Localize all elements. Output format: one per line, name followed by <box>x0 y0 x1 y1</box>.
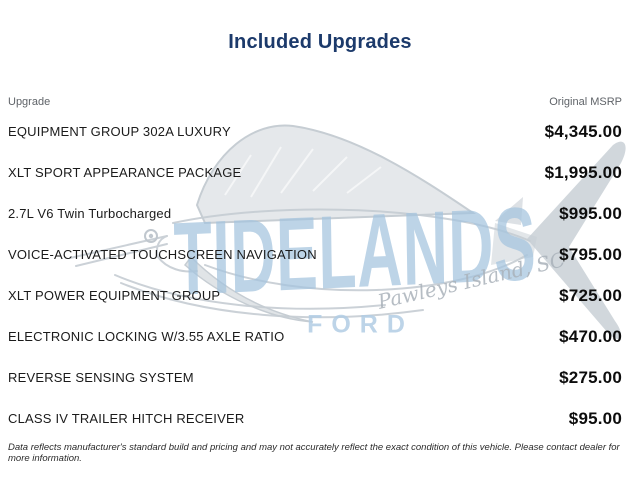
table-row: EQUIPMENT GROUP 302A LUXURY $4,345.00 <box>8 111 622 152</box>
upgrade-name: VOICE-ACTIVATED TOUCHSCREEN NAVIGATION <box>8 247 317 262</box>
column-header-original-msrp: Original MSRP <box>549 96 622 108</box>
upgrade-price: $470.00 <box>559 326 622 346</box>
upgrade-price: $795.00 <box>559 244 622 264</box>
upgrade-name: 2.7L V6 Twin Turbocharged <box>8 206 172 221</box>
table-row: VOICE-ACTIVATED TOUCHSCREEN NAVIGATION $… <box>8 234 622 275</box>
upgrade-name: XLT SPORT APPEARANCE PACKAGE <box>8 165 242 180</box>
table-row: ELECTRONIC LOCKING W/3.55 AXLE RATIO $47… <box>8 316 622 357</box>
table-header-row: Upgrade Original MSRP <box>8 96 622 108</box>
upgrade-name: XLT POWER EQUIPMENT GROUP <box>8 288 221 303</box>
table-row: REVERSE SENSING SYSTEM $275.00 <box>8 357 622 398</box>
upgrade-price: $4,345.00 <box>544 121 622 141</box>
page-title: Included Upgrades <box>228 31 412 53</box>
upgrade-name: ELECTRONIC LOCKING W/3.55 AXLE RATIO <box>8 329 285 344</box>
upgrade-name: EQUIPMENT GROUP 302A LUXURY <box>8 124 231 139</box>
upgrade-price: $725.00 <box>559 285 622 305</box>
table-row: XLT POWER EQUIPMENT GROUP $725.00 <box>8 275 622 316</box>
upgrade-price: $275.00 <box>559 367 622 387</box>
upgrade-name: CLASS IV TRAILER HITCH RECEIVER <box>8 411 245 426</box>
upgrade-price: $1,995.00 <box>544 162 622 182</box>
upgrade-price: $995.00 <box>559 203 622 223</box>
table-row: 2.7L V6 Twin Turbocharged $995.00 <box>8 193 622 234</box>
table-row: XLT SPORT APPEARANCE PACKAGE $1,995.00 <box>8 152 622 193</box>
disclaimer-text: Data reflects manufacturer's standard bu… <box>8 442 620 464</box>
table-row: CLASS IV TRAILER HITCH RECEIVER $95.00 <box>8 398 622 439</box>
upgrades-table: EQUIPMENT GROUP 302A LUXURY $4,345.00 XL… <box>8 111 622 439</box>
upgrade-name: REVERSE SENSING SYSTEM <box>8 370 194 385</box>
column-header-upgrade: Upgrade <box>8 96 51 108</box>
upgrade-price: $95.00 <box>568 408 622 428</box>
